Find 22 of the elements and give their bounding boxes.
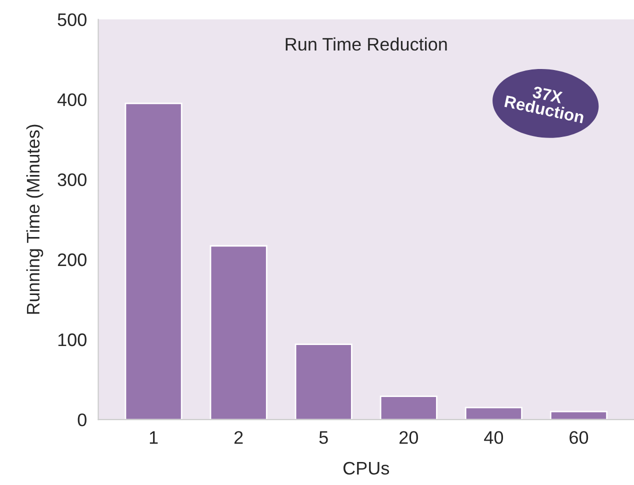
y-tick-label: 300	[58, 173, 86, 186]
text: Run Time Reduction	[286, 37, 447, 51]
x-tick-label: 5	[319, 431, 328, 444]
y-tick-label: 200	[58, 253, 86, 266]
x-tick-label: 40	[484, 431, 504, 444]
x-tick-label: 1	[150, 431, 158, 444]
y-tick-label: 100	[58, 333, 86, 346]
bar	[464, 406, 522, 420]
y-axis-title: Running Time (Minutes)	[26, 124, 44, 314]
bar	[210, 245, 268, 420]
y-tick-label: 0	[78, 413, 86, 426]
bar	[550, 410, 608, 420]
bar	[380, 396, 438, 420]
x-tick-label: 60	[570, 431, 588, 444]
x-axis-title: CPUs	[343, 462, 390, 475]
y-tick-label: 400	[57, 93, 86, 106]
y-tick-label: 500	[58, 13, 86, 26]
bar	[124, 102, 182, 420]
x-tick-label: 2	[234, 431, 243, 444]
bar	[294, 344, 352, 420]
annotation: 37X Reduction	[504, 86, 585, 124]
x-tick-label: 20	[400, 431, 418, 444]
